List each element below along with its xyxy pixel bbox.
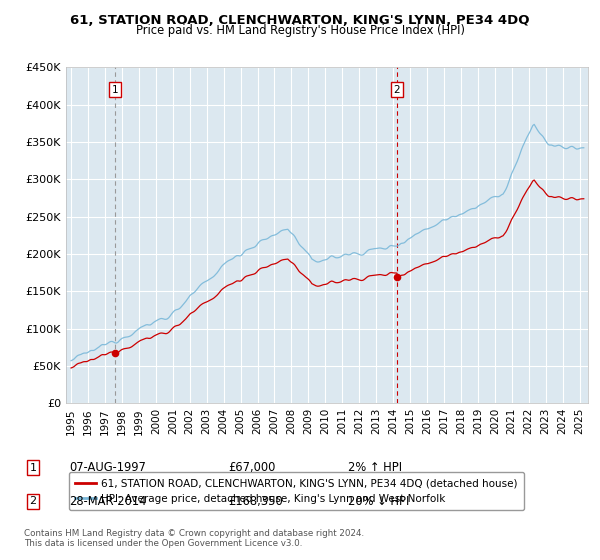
Text: £67,000: £67,000 bbox=[228, 461, 275, 474]
Text: Price paid vs. HM Land Registry's House Price Index (HPI): Price paid vs. HM Land Registry's House … bbox=[136, 24, 464, 37]
Text: 2: 2 bbox=[29, 496, 37, 506]
Text: 2: 2 bbox=[394, 85, 400, 95]
Text: This data is licensed under the Open Government Licence v3.0.: This data is licensed under the Open Gov… bbox=[24, 539, 302, 548]
Text: 28-MAR-2014: 28-MAR-2014 bbox=[69, 494, 146, 508]
Text: 1: 1 bbox=[29, 463, 37, 473]
Text: 1: 1 bbox=[112, 85, 118, 95]
Text: Contains HM Land Registry data © Crown copyright and database right 2024.: Contains HM Land Registry data © Crown c… bbox=[24, 529, 364, 538]
Legend: 61, STATION ROAD, CLENCHWARTON, KING'S LYNN, PE34 4DQ (detached house), HPI: Ave: 61, STATION ROAD, CLENCHWARTON, KING'S L… bbox=[68, 472, 524, 510]
Text: 07-AUG-1997: 07-AUG-1997 bbox=[69, 461, 146, 474]
Text: £168,350: £168,350 bbox=[228, 494, 283, 508]
Text: 2% ↑ HPI: 2% ↑ HPI bbox=[348, 461, 402, 474]
Text: 20% ↓ HPI: 20% ↓ HPI bbox=[348, 494, 409, 508]
Text: 61, STATION ROAD, CLENCHWARTON, KING'S LYNN, PE34 4DQ: 61, STATION ROAD, CLENCHWARTON, KING'S L… bbox=[70, 14, 530, 27]
